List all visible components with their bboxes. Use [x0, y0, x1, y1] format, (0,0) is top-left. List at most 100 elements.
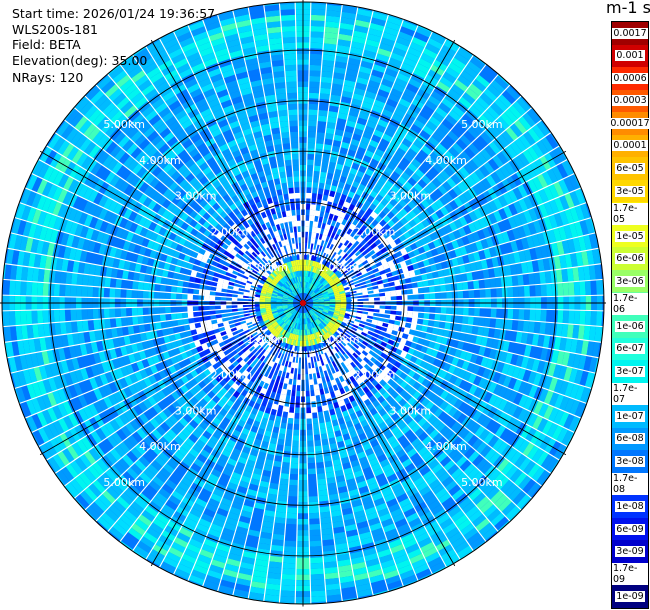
field-cell	[416, 212, 426, 222]
field-cell	[280, 584, 296, 592]
field-cell	[523, 195, 534, 210]
field-cell	[442, 233, 452, 244]
field-cell	[518, 198, 529, 212]
field-cell	[454, 471, 468, 485]
field-cell	[545, 348, 554, 363]
field-cell	[534, 284, 542, 297]
field-cell	[322, 291, 328, 295]
field-cell	[466, 271, 474, 282]
field-cell	[574, 221, 584, 237]
field-cell	[327, 278, 334, 284]
field-cell	[323, 298, 330, 301]
field-cell	[513, 392, 524, 406]
field-cell	[318, 324, 323, 330]
field-cell	[574, 369, 584, 385]
field-cell	[379, 138, 391, 148]
field-cell	[477, 377, 488, 389]
field-cell	[387, 93, 401, 104]
field-cell	[480, 238, 489, 250]
field-cell	[309, 291, 315, 297]
field-cell	[346, 342, 354, 349]
field-cell	[137, 281, 145, 291]
field-cell	[497, 220, 507, 233]
field-cell	[316, 282, 322, 288]
field-cell	[466, 60, 482, 75]
field-cell	[451, 158, 464, 170]
field-cell	[467, 343, 476, 354]
field-cell	[309, 271, 313, 278]
field-cell	[415, 274, 423, 282]
field-cell	[328, 292, 335, 296]
field-cell	[417, 446, 429, 457]
field-cell	[543, 375, 553, 390]
field-cell	[120, 279, 128, 290]
field-cell	[356, 117, 368, 126]
field-cell	[492, 154, 504, 169]
field-cell	[374, 238, 382, 247]
field-cell	[405, 82, 420, 94]
field-cell	[320, 278, 326, 284]
field-cell	[318, 305, 324, 308]
field-cell	[496, 308, 503, 319]
field-cell	[451, 356, 460, 367]
field-cell	[508, 389, 518, 404]
field-cell	[421, 218, 431, 228]
field-cell	[406, 288, 413, 295]
field-cell	[335, 50, 350, 58]
field-cell	[491, 338, 499, 350]
field-cell	[346, 266, 353, 273]
field-cell	[497, 398, 509, 412]
field-cell	[338, 286, 345, 291]
field-cell	[550, 322, 558, 337]
field-cell	[333, 312, 340, 316]
field-cell	[375, 94, 388, 104]
field-cell	[457, 290, 464, 299]
field-cell	[473, 386, 483, 399]
field-cell	[553, 409, 565, 425]
field-cell	[496, 287, 503, 298]
field-cell	[486, 508, 502, 523]
field-cell	[327, 195, 335, 203]
field-cell	[440, 260, 449, 270]
field-cell	[346, 149, 357, 158]
field-cell	[337, 357, 344, 364]
field-cell	[321, 160, 330, 168]
field-cell	[330, 327, 337, 333]
field-cell	[575, 339, 584, 355]
field-cell	[421, 159, 433, 171]
field-cell	[318, 301, 325, 303]
field-cell	[284, 439, 293, 447]
field-cell	[311, 285, 316, 291]
field-cell	[540, 136, 554, 153]
field-cell	[415, 114, 429, 125]
field-cell	[357, 71, 371, 80]
field-cell	[485, 236, 495, 248]
field-cell	[512, 378, 523, 393]
field-cell	[340, 244, 347, 251]
field-cell	[492, 371, 502, 384]
field-cell	[492, 437, 504, 452]
field-cell	[471, 454, 485, 468]
field-cell	[289, 473, 299, 480]
field-cell	[434, 313, 441, 322]
field-cell	[279, 601, 296, 604]
field-cell	[429, 306, 436, 314]
field-cell	[339, 309, 346, 314]
field-cell	[329, 300, 336, 303]
field-cell	[526, 145, 540, 162]
field-cell	[336, 255, 343, 262]
field-cell	[440, 306, 447, 315]
field-cell	[437, 184, 448, 196]
field-cell	[397, 420, 408, 431]
field-cell	[433, 277, 440, 286]
field-cell	[577, 354, 587, 371]
field-cell	[533, 190, 544, 206]
field-cell	[315, 319, 320, 326]
field-cell	[312, 298, 319, 301]
field-cell	[531, 176, 544, 191]
field-cell	[456, 47, 473, 61]
field-cell	[348, 260, 356, 267]
field-cell	[314, 312, 320, 317]
field-cell	[323, 307, 330, 311]
field-cell	[334, 294, 341, 298]
